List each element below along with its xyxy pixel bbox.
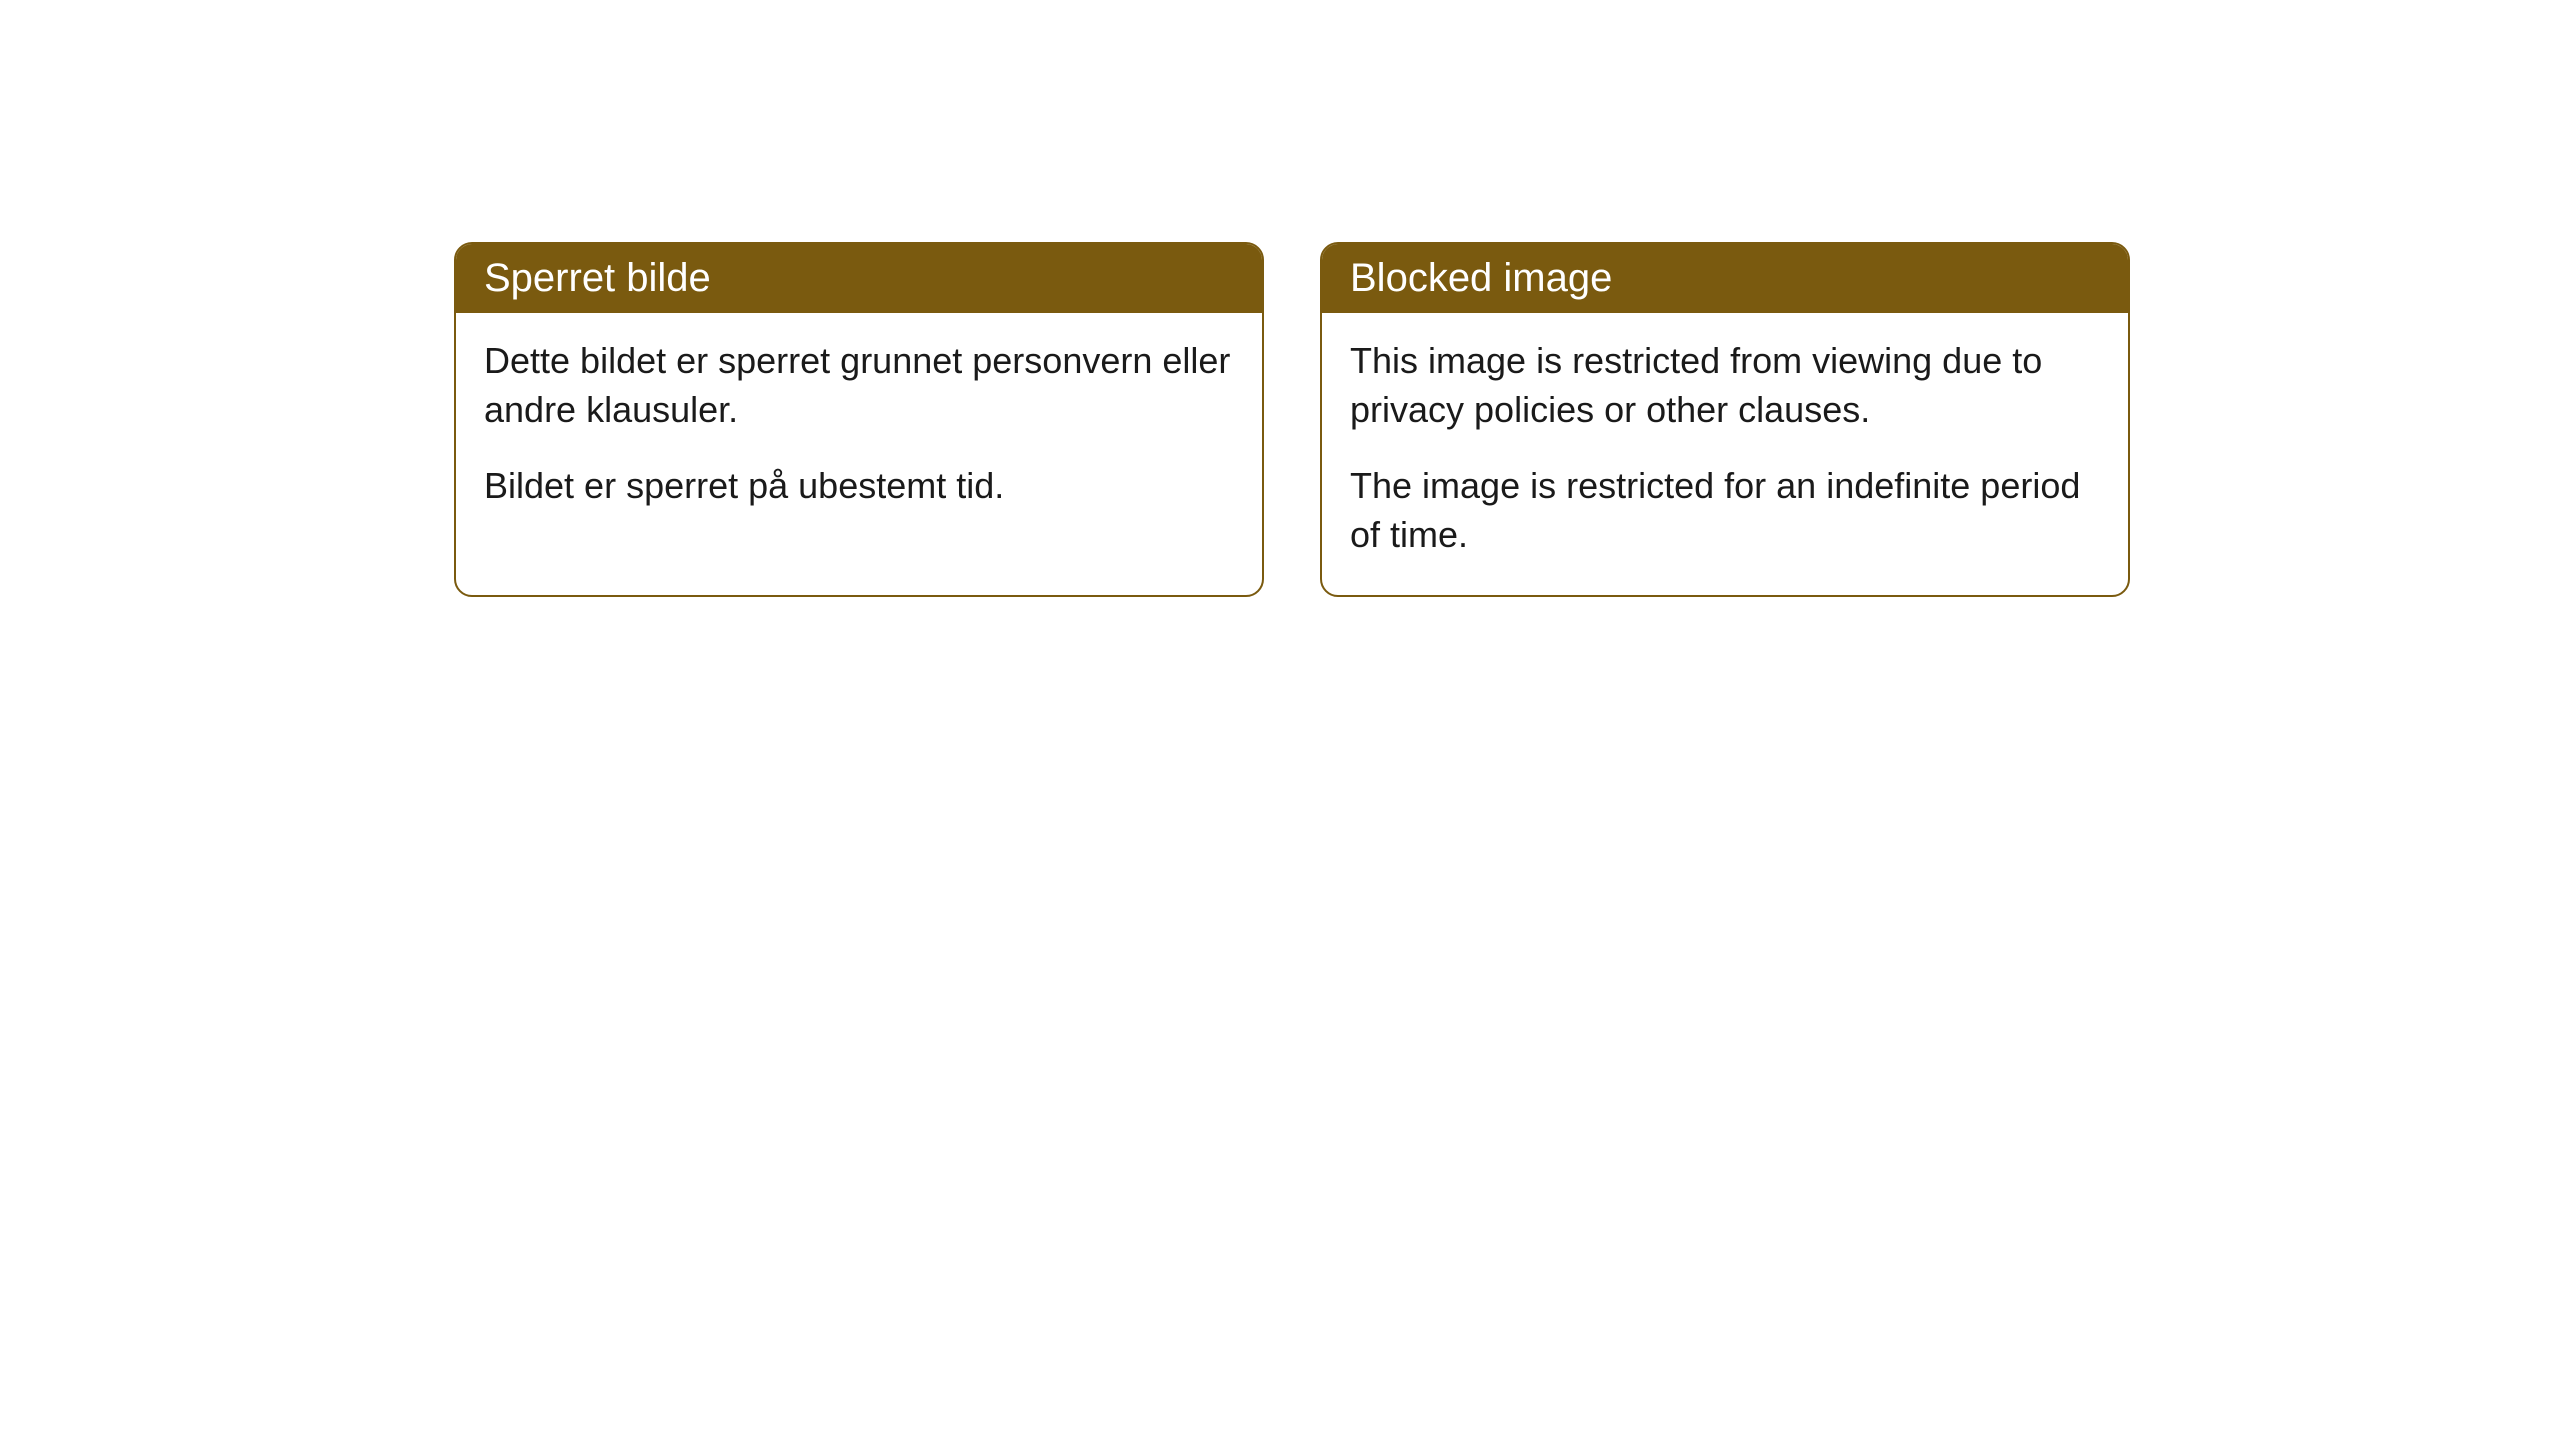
notice-cards-container: Sperret bilde Dette bildet er sperret gr…: [454, 242, 2130, 597]
card-body-norwegian: Dette bildet er sperret grunnet personve…: [456, 313, 1262, 547]
card-title-norwegian: Sperret bilde: [484, 256, 711, 300]
card-title-english: Blocked image: [1350, 256, 1612, 300]
card-header-norwegian: Sperret bilde: [456, 244, 1262, 313]
card-body-english: This image is restricted from viewing du…: [1322, 313, 2128, 595]
notice-card-english: Blocked image This image is restricted f…: [1320, 242, 2130, 597]
card-header-english: Blocked image: [1322, 244, 2128, 313]
card-paragraph-2-english: The image is restricted for an indefinit…: [1350, 462, 2100, 559]
notice-card-norwegian: Sperret bilde Dette bildet er sperret gr…: [454, 242, 1264, 597]
card-paragraph-1-english: This image is restricted from viewing du…: [1350, 337, 2100, 434]
card-paragraph-1-norwegian: Dette bildet er sperret grunnet personve…: [484, 337, 1234, 434]
card-paragraph-2-norwegian: Bildet er sperret på ubestemt tid.: [484, 462, 1234, 511]
